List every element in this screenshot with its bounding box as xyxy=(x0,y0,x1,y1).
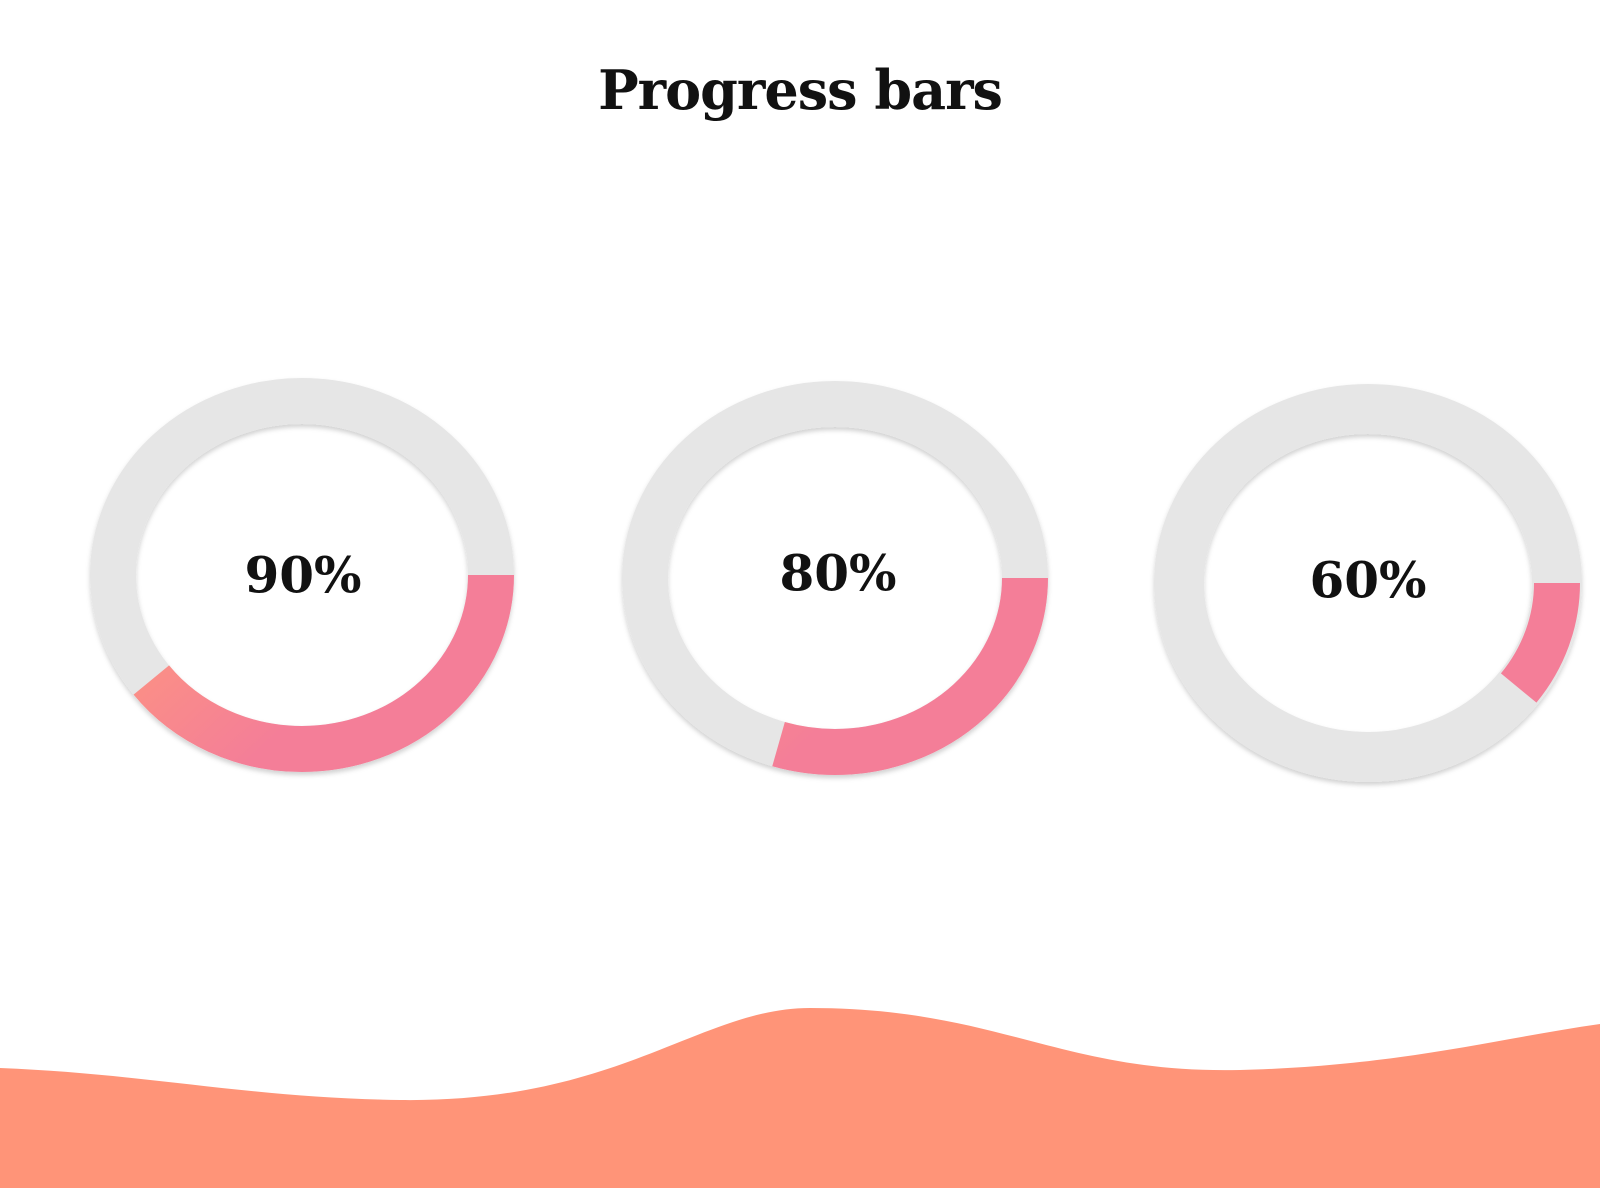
progress-ring-1-label: 90% xyxy=(244,546,361,605)
progress-ring-1-fill xyxy=(90,378,514,772)
page-title: Progress bars xyxy=(598,58,1003,122)
progress-ring-2-label: 80% xyxy=(779,544,896,603)
progress-ring-3-fill xyxy=(1156,386,1580,780)
decorative-wave-shape xyxy=(0,1008,1600,1188)
progress-ring-3-label: 60% xyxy=(1309,551,1426,610)
progress-ring-2-fill xyxy=(622,381,1048,775)
decorative-wave xyxy=(0,1008,1600,1188)
